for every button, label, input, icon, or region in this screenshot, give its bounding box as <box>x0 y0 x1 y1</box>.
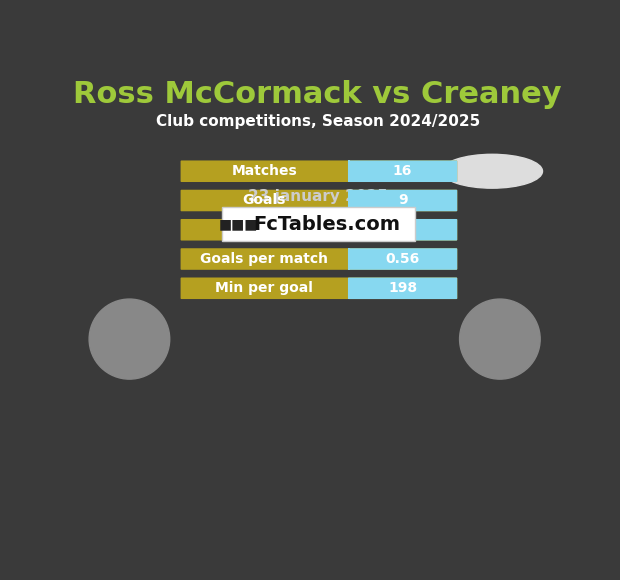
Text: 0: 0 <box>398 223 407 237</box>
Text: Goals per match: Goals per match <box>200 252 328 266</box>
FancyBboxPatch shape <box>348 219 350 241</box>
Text: 16: 16 <box>393 164 412 178</box>
FancyBboxPatch shape <box>180 190 458 211</box>
Circle shape <box>89 299 170 379</box>
FancyBboxPatch shape <box>348 277 458 299</box>
Circle shape <box>459 299 540 379</box>
Text: 0.56: 0.56 <box>386 252 420 266</box>
FancyBboxPatch shape <box>348 248 350 270</box>
Text: Ross McCormack vs Creaney: Ross McCormack vs Creaney <box>73 79 562 108</box>
Text: FcTables.com: FcTables.com <box>253 215 400 234</box>
Text: ■■■: ■■■ <box>219 218 259 231</box>
FancyBboxPatch shape <box>222 208 415 241</box>
FancyBboxPatch shape <box>348 190 350 211</box>
Text: 198: 198 <box>388 281 417 295</box>
FancyBboxPatch shape <box>180 277 458 299</box>
FancyBboxPatch shape <box>348 161 458 182</box>
Text: Matches: Matches <box>231 164 297 178</box>
FancyBboxPatch shape <box>348 161 350 182</box>
FancyBboxPatch shape <box>180 219 458 241</box>
Text: Min per goal: Min per goal <box>215 281 313 295</box>
Text: Club competitions, Season 2024/2025: Club competitions, Season 2024/2025 <box>156 114 480 129</box>
FancyBboxPatch shape <box>180 161 458 182</box>
Text: Hattricks: Hattricks <box>229 223 300 237</box>
FancyBboxPatch shape <box>348 219 458 241</box>
FancyBboxPatch shape <box>348 248 458 270</box>
Text: Goals: Goals <box>242 194 286 208</box>
Text: 23 january 2025: 23 january 2025 <box>248 189 388 204</box>
FancyBboxPatch shape <box>348 190 458 211</box>
Ellipse shape <box>441 154 542 188</box>
FancyBboxPatch shape <box>348 277 350 299</box>
FancyBboxPatch shape <box>180 248 458 270</box>
Text: 9: 9 <box>398 194 407 208</box>
